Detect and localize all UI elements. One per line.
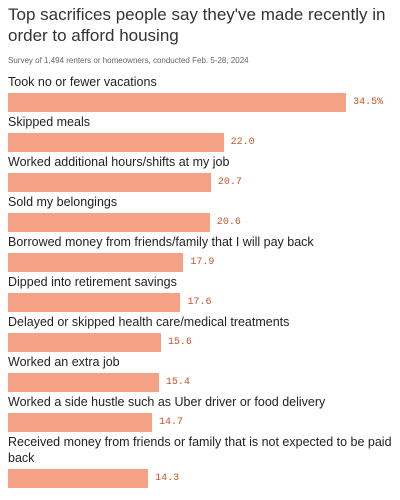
bar [8,373,159,392]
bar-rows: Took no or fewer vacations 34.5% Skipped m… [8,74,392,488]
value-label: 14.7 [159,417,184,428]
bar-track: 14.3 [8,469,392,488]
bar [8,133,224,152]
value-label: 22.0 [230,137,255,148]
value-label: 34.5% [353,97,384,108]
bar-row: Worked an extra job 15.4 [8,354,392,392]
bar-track: 14.7 [8,413,392,432]
bar [8,333,161,352]
bar [8,93,347,112]
bar-track: 15.6 [8,333,392,352]
bar-track: 15.4 [8,373,392,392]
value-label: 17.6 [187,297,212,308]
value-label: 14.3 [155,473,180,484]
category-label: Dipped into retirement savings [8,275,177,289]
value-label: 15.4 [165,377,190,388]
category-label: Took no or fewer vacations [8,75,157,89]
value-label: 20.7 [217,177,242,188]
category-label: Sold my belongings [8,195,118,209]
category-label: Skipped meals [8,115,90,129]
bar-track: 20.6 [8,213,392,232]
category-label: Received money from friends or family th… [8,435,392,465]
bar-row: Took no or fewer vacations 34.5% [8,74,392,112]
value-label: 15.6 [167,337,192,348]
category-label: Worked additional hours/shifts at my job [8,155,230,169]
bar-row: Dipped into retirement savings 17.6 [8,274,392,312]
category-label: Worked an extra job [8,355,120,369]
chart-subtitle: Survey of 1,494 renters or homeowners, c… [8,56,249,65]
bar-row: Skipped meals 22.0 [8,114,392,152]
bar [8,413,153,432]
chart-title: Top sacrifices people say they've made r… [8,5,386,45]
bar-track: 17.9 [8,253,392,272]
bar [8,253,184,272]
bar [8,213,210,232]
bar-track: 34.5% [8,93,392,112]
bar-row: Worked additional hours/shifts at my job… [8,154,392,192]
bar-row: Borrowed money from friends/family that … [8,234,392,272]
bar [8,173,211,192]
bar-track: 22.0 [8,133,392,152]
category-label: Worked a side hustle such as Uber driver… [8,395,326,409]
bar [8,293,181,312]
bar-row: Worked a side hustle such as Uber driver… [8,394,392,432]
value-label: 17.9 [190,257,215,268]
category-label: Delayed or skipped health care/medical t… [8,315,290,329]
bar [8,469,149,488]
category-label: Borrowed money from friends/family that … [8,235,314,249]
bar-track: 20.7 [8,173,392,192]
bar-row: Received money from friends or family th… [8,434,392,488]
value-label: 20.6 [216,217,241,228]
bar-row: Sold my belongings 20.6 [8,194,392,232]
bar-track: 17.6 [8,293,392,312]
bar-row: Delayed or skipped health care/medical t… [8,314,392,352]
